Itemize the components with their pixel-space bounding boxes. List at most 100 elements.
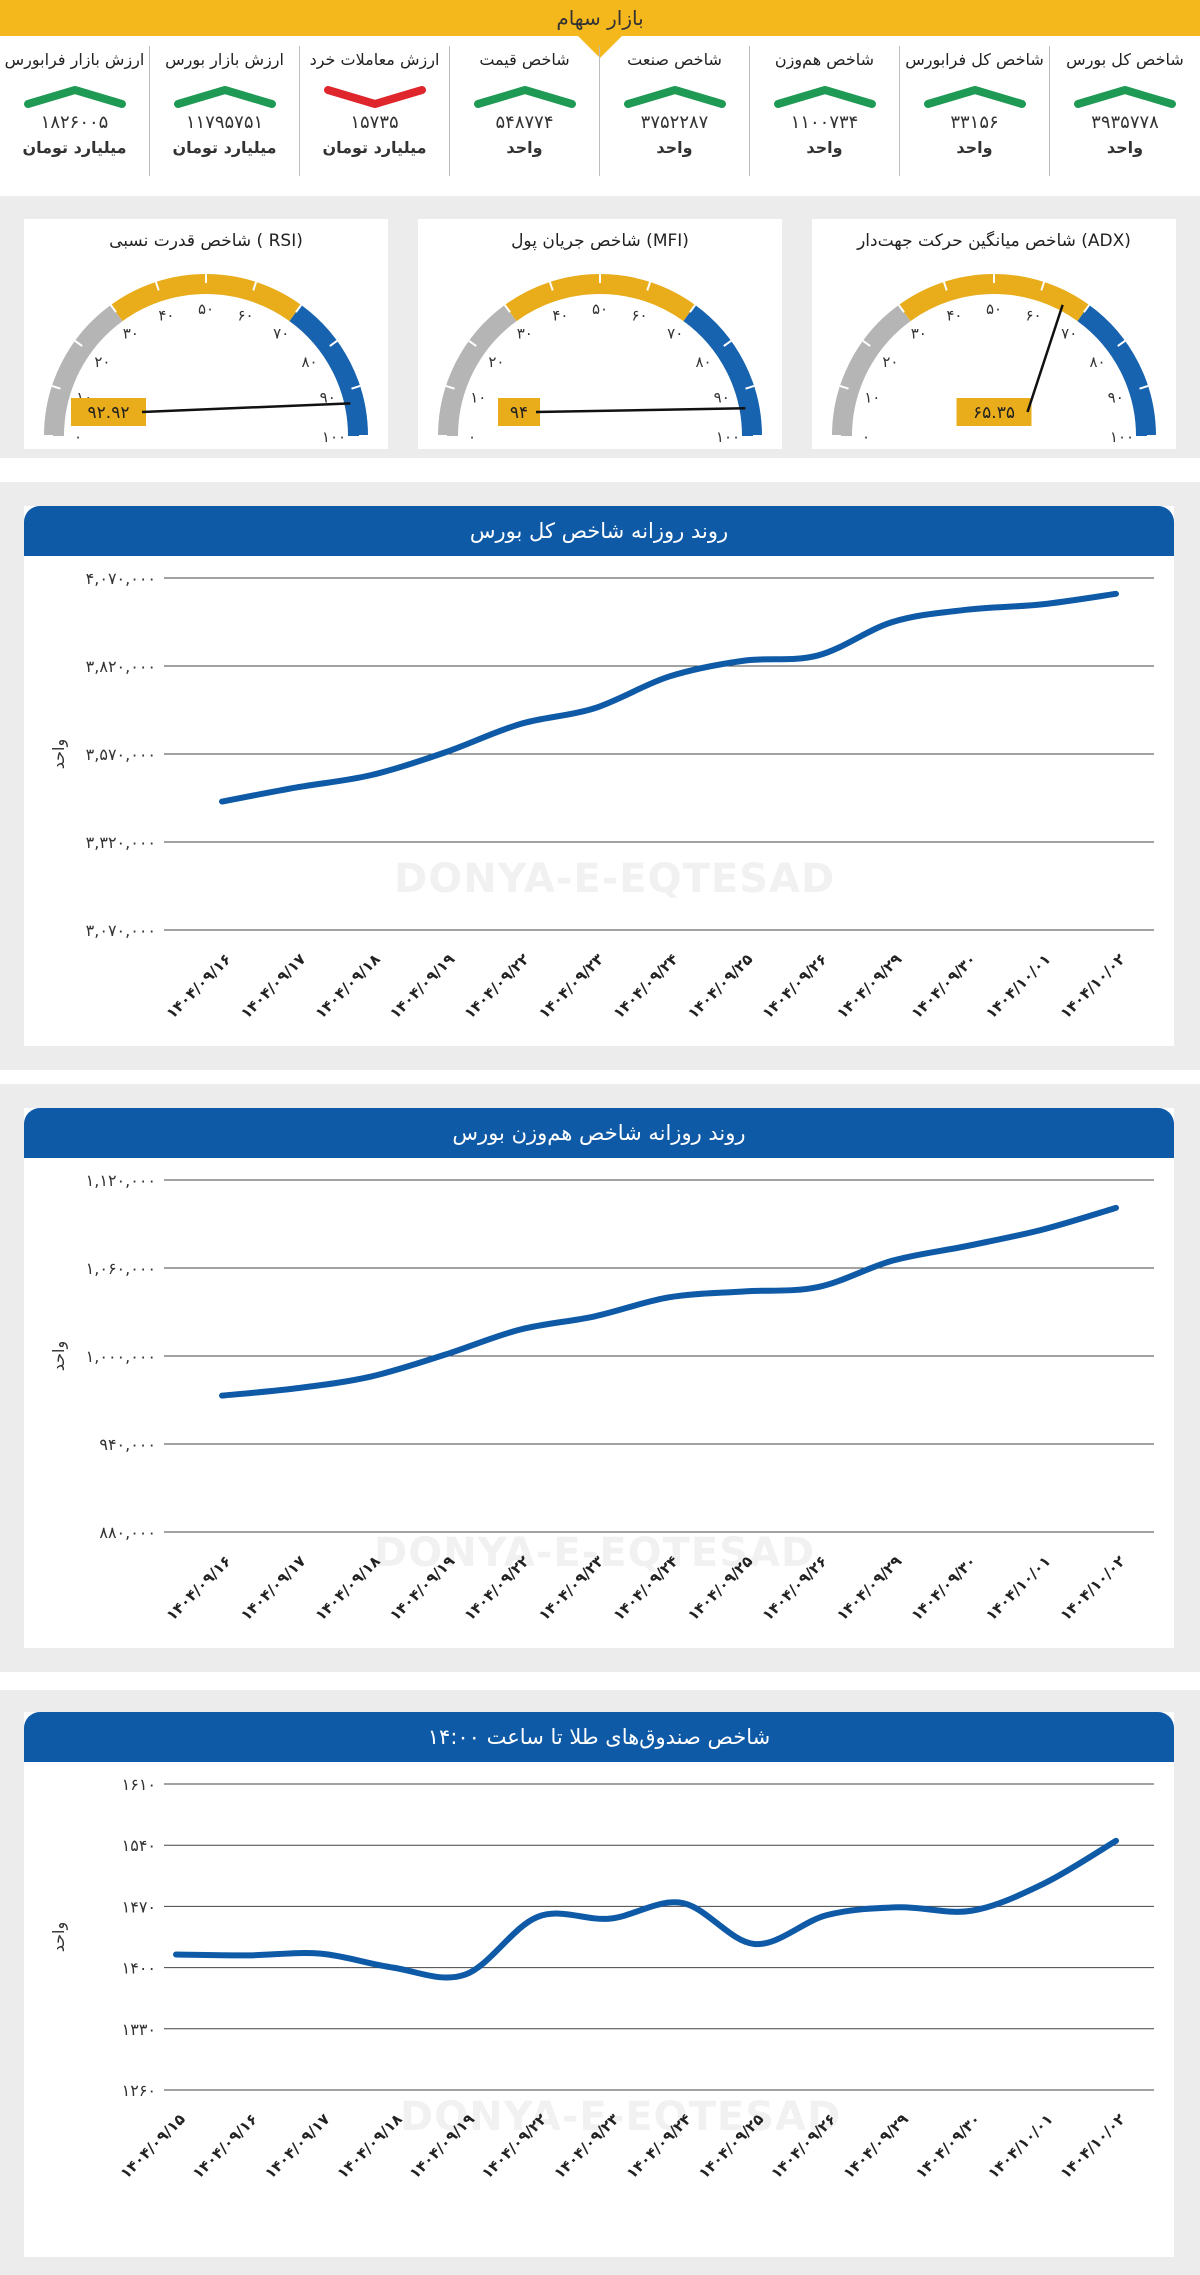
header-notch	[578, 36, 622, 58]
chart-title: شاخص صندوق‌های طلا تا ساعت ۱۴:۰۰	[24, 1712, 1174, 1762]
data-point	[816, 1285, 820, 1289]
gauge-value-box	[498, 398, 540, 426]
gauge-tick-label: ۴۰	[552, 306, 568, 324]
gauge-tick	[1139, 384, 1149, 390]
trend-up-icon	[924, 86, 1026, 108]
x-tick-label: ۱۴۰۴/۰۹/۲۳	[550, 2110, 622, 2182]
data-point	[369, 773, 373, 777]
x-tick-label: ۱۴۰۴/۰۹/۲۵	[684, 950, 756, 1022]
x-tick-label: ۱۴۰۴/۰۹/۱۵	[117, 2110, 189, 2182]
stat-tile: ارزش بازار فرابورس ۱۸۲۶۰۰۵ میلیارد تومان	[0, 46, 150, 176]
gauge-tick-label: ۹۰	[1108, 388, 1124, 406]
data-point	[593, 1314, 596, 1318]
gauge-tick	[1040, 281, 1046, 291]
x-tick-label: ۱۴۰۴/۰۹/۲۶	[767, 2110, 839, 2182]
gauge-needle	[1026, 304, 1064, 413]
stat-title: شاخص هم‌وزن	[774, 50, 875, 69]
data-point	[369, 1375, 373, 1379]
gauge-rsi: شاخص قدرت نسبی ( RSI) ۰ ۱۰ ۲۰ ۳۰ ۴۰ ۵۰ ۶۰ ۷۰ ۸۰ ۹…	[24, 219, 388, 449]
data-point	[1114, 1206, 1118, 1210]
x-tick-label: ۱۴۰۴/۰۹/۲۲	[461, 1552, 533, 1624]
data-point	[463, 1973, 467, 1977]
data-point	[246, 1953, 250, 1957]
x-tick-label: ۱۴۰۴/۰۹/۱۸	[333, 2110, 405, 2182]
stat-value: ۳۷۵۲۲۸۷	[640, 112, 709, 133]
gauge-tick-label: ۹۰	[714, 388, 730, 406]
stat-unit: واحد	[956, 138, 993, 157]
y-tick-label: ۱۴۰۰	[122, 1959, 156, 1978]
data-point	[667, 675, 671, 679]
gauge-zone-mid	[110, 274, 302, 322]
gauge-tick-label: ۴۰	[946, 306, 962, 324]
gauge-tick	[74, 339, 83, 347]
x-tick-label: ۱۴۰۴/۰۹/۱۹	[386, 950, 458, 1022]
series-line	[219, 1204, 1119, 1399]
gauge-tick	[1117, 339, 1126, 347]
x-tick-label: ۱۴۰۴/۰۹/۲۵	[684, 1552, 756, 1624]
gauge-tick-label: ۸۰	[1089, 353, 1105, 371]
trend-down-icon	[324, 86, 426, 108]
gauge-zone-low	[438, 304, 517, 437]
x-tick-label: ۱۴۰۴/۰۹/۱۹	[386, 1552, 458, 1624]
x-tick-label: ۱۴۰۴/۰۹/۲۹	[833, 1552, 905, 1624]
gauge-tick	[548, 281, 554, 291]
gauge-tick	[897, 304, 905, 313]
gauge-tick	[252, 281, 258, 291]
y-tick-label: ۱۲۶۰	[122, 2081, 156, 2100]
data-point	[593, 706, 596, 710]
data-point	[220, 1394, 224, 1398]
x-tick-label: ۱۴۰۴/۱۰/۰۲	[1057, 2110, 1129, 2182]
x-tick-label: ۱۴۰۴/۰۹/۲۹	[840, 2110, 912, 2182]
data-point	[608, 1917, 612, 1921]
data-point	[742, 1289, 745, 1293]
x-tick-label: ۱۴۰۴/۰۹/۲۴	[623, 2110, 695, 2182]
x-tick-label: ۱۴۰۴/۱۰/۰۱	[982, 1552, 1054, 1624]
gauge-tick-label: ۵۰	[198, 300, 214, 318]
gauge-tick-label: ۶۰	[1025, 306, 1041, 324]
data-point	[816, 653, 820, 657]
x-tick-label: ۱۴۰۴/۰۹/۱۶	[163, 1552, 235, 1624]
stat-unit: واحد	[506, 138, 543, 157]
gauge-tick	[942, 281, 948, 291]
gauge-tick	[689, 304, 697, 313]
y-tick-label: ۱۴۷۰	[122, 1897, 156, 1916]
gauge-tick	[351, 384, 361, 390]
stat-tile: شاخص صنعت ۳۷۵۲۲۸۷ واحد	[600, 46, 750, 176]
trend-up-icon	[174, 86, 276, 108]
gauge-tick	[468, 339, 477, 347]
y-tick-label: ۱,۱۲۰,۰۰۰	[86, 1171, 156, 1190]
x-tick-label: ۱۴۰۴/۱۰/۰۱	[982, 950, 1054, 1022]
gauge-tick-label: ۳۰	[517, 324, 533, 342]
gauge-tick-label: ۵۰	[986, 300, 1002, 318]
stat-value: ۱۱۰۰۷۳۴	[790, 112, 859, 133]
gauge-value-label: ۶۵.۳۵	[973, 403, 1015, 423]
gauge-zone-high	[1077, 304, 1156, 437]
y-tick-label: ۳,۵۷۰,۰۰۰	[86, 745, 156, 764]
stat-title: ارزش بازار بورس	[165, 50, 284, 69]
data-point	[680, 1901, 684, 1905]
gauge-value-label: ۹۴	[510, 403, 528, 423]
chart-title: روند روزانه شاخص هم‌وزن بورس	[24, 1108, 1174, 1158]
gauge-tick-label: ۱۰	[470, 388, 486, 406]
stat-tile: شاخص کل فرابورس ۳۳۱۵۶ واحد	[900, 46, 1050, 176]
gauge-tick-label: ۱۰۰	[1110, 428, 1134, 446]
gauge-tick	[745, 384, 755, 390]
gauge-needle	[141, 402, 351, 414]
stat-value: ۱۱۷۹۵۷۵۱	[185, 112, 264, 133]
x-tick-label: ۱۴۰۴/۰۹/۱۹	[406, 2110, 478, 2182]
gauge-tick	[295, 304, 303, 313]
data-point	[891, 620, 894, 624]
data-point	[295, 1386, 298, 1390]
x-tick-label: ۱۴۰۴/۰۹/۳۰	[908, 950, 980, 1022]
data-point	[536, 1915, 540, 1919]
stat-unit: واحد	[806, 138, 843, 157]
gauge-tick-label: ۰	[468, 428, 476, 446]
y-axis-label: واحد	[49, 1341, 69, 1371]
y-tick-label: ۱,۰۰۰,۰۰۰	[86, 1347, 156, 1366]
gauge-tick-label: ۲۰	[94, 353, 110, 371]
series-line	[173, 1837, 1119, 1981]
stats-row: شاخص کل بورس ۳۹۳۵۷۷۸ واحد شاخص کل فرابورس ۳۳…	[0, 46, 1200, 176]
gauge-tick-label: ۵۰	[592, 300, 608, 318]
gauge-tick	[154, 281, 160, 291]
data-point	[965, 608, 969, 612]
